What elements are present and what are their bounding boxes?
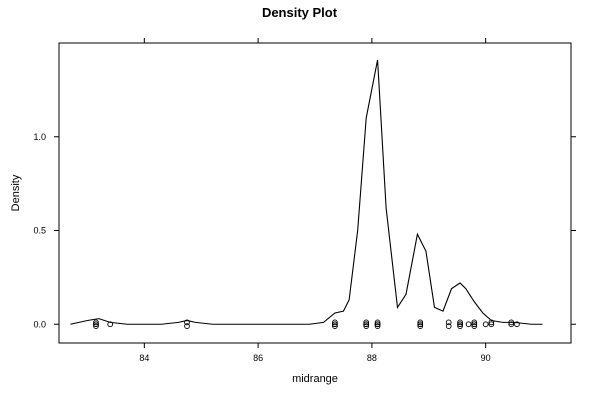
density-curve <box>70 59 543 325</box>
rug-point <box>445 323 452 329</box>
rug-point <box>508 319 515 326</box>
rug-point <box>363 323 370 329</box>
rug-point <box>465 321 472 328</box>
rug-point <box>184 319 190 326</box>
rug-points-group <box>93 319 520 329</box>
rug-point <box>417 323 424 329</box>
rug-point <box>374 323 381 329</box>
rug-point <box>457 323 463 329</box>
x-tick-label: 86 <box>253 353 263 363</box>
y-axis-label: Density <box>10 174 22 211</box>
rug-point <box>471 323 478 329</box>
axis-ticks: 84 86 88 90 0.0 0.5 1.0 <box>33 38 576 363</box>
x-axis-label: midrange <box>292 373 338 385</box>
rug-point <box>93 323 99 329</box>
rug-point <box>417 319 424 326</box>
rug-point <box>107 321 114 328</box>
rug-point <box>471 319 478 326</box>
plot-frame <box>58 42 572 344</box>
x-tick-label: 88 <box>367 353 377 363</box>
rug-point <box>488 319 495 326</box>
rug-point <box>514 321 520 328</box>
y-tick-label: 0.0 <box>33 319 46 329</box>
rug-point <box>184 323 190 329</box>
y-tick-label: 0.5 <box>33 226 46 236</box>
rug-point <box>332 321 338 328</box>
rug-point <box>471 321 478 328</box>
y-tick-label: 1.0 <box>33 132 46 142</box>
rug-point <box>363 319 370 326</box>
rug-point <box>374 319 381 326</box>
rug-point <box>93 321 99 328</box>
rug-point <box>374 321 381 328</box>
rug-point <box>445 319 452 326</box>
rug-point <box>508 321 515 328</box>
rug-point <box>93 319 99 326</box>
rug-point <box>332 319 338 326</box>
rug-point <box>332 323 338 329</box>
rug-point <box>457 321 463 328</box>
chart-title: Density Plot <box>262 5 338 20</box>
x-tick-label: 84 <box>139 353 149 363</box>
rug-point <box>488 321 495 328</box>
rug-point <box>417 321 424 328</box>
rug-point <box>482 321 489 328</box>
density-curve-group <box>70 59 543 325</box>
rug-point <box>363 321 370 328</box>
x-tick-label: 90 <box>481 353 491 363</box>
rug-point <box>457 319 463 326</box>
